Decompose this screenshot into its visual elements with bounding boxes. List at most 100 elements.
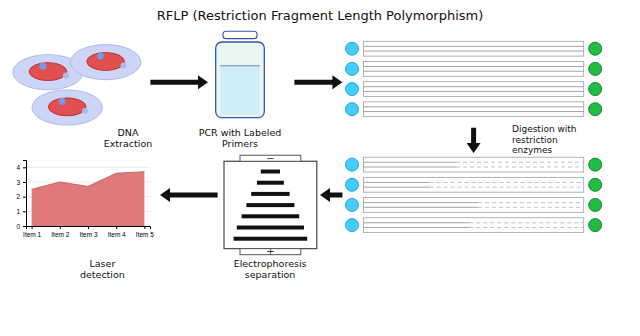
gel-band [242,214,300,218]
pcr-tube [216,31,265,117]
tick-label: Item 4 [108,231,126,238]
strand [364,166,456,167]
primer-left [346,42,359,55]
cell-nucleus [48,98,86,116]
tick-label: 2 [16,193,20,200]
cell-dot [39,63,46,70]
y-tick: 1 [16,208,26,215]
marks [32,172,145,226]
gel-band [246,203,294,207]
primer-right [589,219,602,232]
tick-mark [23,197,26,198]
strand-cut [430,182,584,183]
grid-line [26,167,150,168]
primer-right [589,178,602,191]
fragment-bar [364,102,584,117]
tick-mark [23,182,26,183]
tick-label: Item 3 [79,231,97,238]
tube-body [216,42,265,118]
strand [364,227,470,228]
strand-cut [469,222,583,223]
tube-level [220,65,260,66]
y-tick: 4 [16,164,26,171]
x-tick: Item 2 [51,226,69,238]
primer-left [346,178,359,191]
background [0,0,640,336]
primer-right [589,103,602,116]
inset-chart: Item 1Item 2Item 3Item 4Item 501234 [16,160,154,238]
strand [364,162,456,163]
fragment-bar [364,61,584,76]
axis-line [23,161,27,227]
annotation: DNAExtraction [104,127,153,149]
cell-nucleus [29,63,67,81]
line [32,172,145,190]
electrode-sign: + [266,246,274,257]
fragment [346,102,602,117]
tick-label: 1 [16,208,20,215]
cell [32,90,102,125]
gel [224,155,317,254]
primer-left [346,103,359,116]
strand [364,46,584,47]
fragment [346,218,602,233]
primer-left [346,198,359,211]
strand-cut [478,207,584,208]
gel-band [237,226,304,230]
grid [26,167,150,226]
tick-label: Item 5 [136,231,154,238]
strand-cut [456,166,584,167]
tube-cap [223,31,257,38]
tick-label: 0 [16,223,20,230]
fragment-bar [364,198,584,213]
x-axis: Item 1Item 2Item 3Item 4Item 5 [23,226,154,238]
arrow [294,75,342,89]
primer-left [346,83,359,96]
cell-body [32,90,102,125]
primer-left [346,62,359,75]
cell-dot [59,98,66,105]
strand [364,86,584,87]
strand-cut [430,187,584,188]
primer-right [589,42,602,55]
gel-box [224,161,317,248]
cell-dot [97,53,104,60]
plot-background [26,160,150,226]
strand [364,106,584,107]
gel-band [257,181,284,185]
strand [364,51,584,52]
strand [364,207,478,208]
y-tick: 0 [16,223,26,230]
gel-band [234,237,308,241]
cell-dot [63,73,69,79]
primer-left [346,219,359,232]
y-tick: 2 [16,193,26,200]
primer-right [589,198,602,211]
tick-mark [116,226,117,229]
annotation: Laserdetection [80,258,125,280]
y-tick: 3 [16,179,26,186]
primer-right [589,158,602,171]
tick-mark [60,226,61,229]
tick-mark [23,226,26,227]
fragment-bar [364,177,584,192]
arrow [320,188,342,202]
annotation: PCR with LabeledPrimers [199,127,282,149]
area [32,172,145,226]
strand [364,202,478,203]
tick-label: 3 [16,179,20,186]
axis-line [27,227,151,230]
cell-dot [121,63,127,69]
tick-label: Item 2 [51,231,69,238]
x-tick: Item 3 [79,226,97,238]
arrow [467,128,481,153]
primer-right [589,83,602,96]
strand-cut [456,162,584,163]
strand [364,187,430,188]
primer-right [589,62,602,75]
fragment [346,61,602,76]
fragment [346,157,602,172]
cell-dot [82,108,88,114]
fragment [346,198,602,213]
tube-liquid [220,66,260,115]
